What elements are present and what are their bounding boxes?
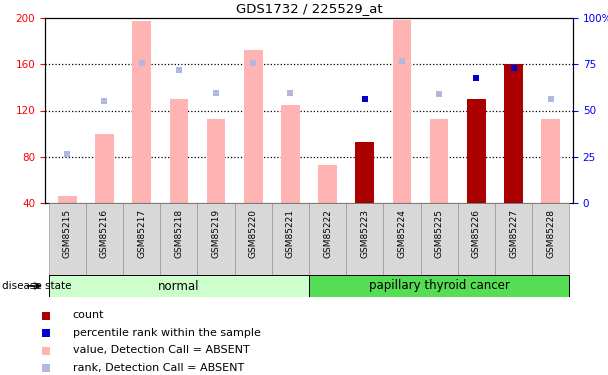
Bar [356,142,374,203]
Bar [133,21,151,203]
Bar [541,118,560,203]
Bar [198,203,235,275]
Text: rank, Detection Call = ABSENT: rank, Detection Call = ABSENT [73,363,244,373]
Text: GSM85222: GSM85222 [323,209,332,258]
Bar [509,68,518,203]
Bar [309,275,569,297]
Bar [244,50,263,203]
Text: GSM85226: GSM85226 [472,209,481,258]
Text: GSM85215: GSM85215 [63,209,72,258]
Text: papillary thyroid cancer: papillary thyroid cancer [368,279,510,292]
Text: GSM85228: GSM85228 [546,209,555,258]
Bar [95,134,114,203]
Text: GSM85223: GSM85223 [361,209,369,258]
Bar [532,203,569,275]
Title: GDS1732 / 225529_at: GDS1732 / 225529_at [236,3,382,15]
Bar [393,20,411,203]
Bar [49,275,309,297]
Bar [384,203,421,275]
Text: GSM85216: GSM85216 [100,209,109,258]
Bar [360,142,370,203]
Bar [170,99,188,203]
Text: GSM85227: GSM85227 [509,209,518,258]
Bar [86,203,123,275]
Bar [319,165,337,203]
Bar [123,203,161,275]
Bar [309,203,346,275]
Bar [235,203,272,275]
Bar [58,196,77,203]
Bar [467,99,486,203]
Bar [161,203,198,275]
Text: GSM85225: GSM85225 [435,209,444,258]
Text: normal: normal [158,279,199,292]
Text: percentile rank within the sample: percentile rank within the sample [73,328,261,338]
Text: count: count [73,310,104,321]
Bar [272,203,309,275]
Text: GSM85218: GSM85218 [174,209,184,258]
Bar [430,118,449,203]
Bar [49,203,86,275]
Bar [495,203,532,275]
Text: GSM85224: GSM85224 [398,209,407,258]
Bar [472,99,481,203]
Bar [346,203,384,275]
Text: value, Detection Call = ABSENT: value, Detection Call = ABSENT [73,345,249,355]
Text: GSM85219: GSM85219 [212,209,221,258]
Bar [458,203,495,275]
Text: disease state: disease state [2,281,71,291]
Text: GSM85217: GSM85217 [137,209,146,258]
Bar [504,64,523,203]
Bar [207,118,226,203]
Text: GSM85221: GSM85221 [286,209,295,258]
Bar [281,105,300,203]
Text: GSM85220: GSM85220 [249,209,258,258]
Bar [421,203,458,275]
